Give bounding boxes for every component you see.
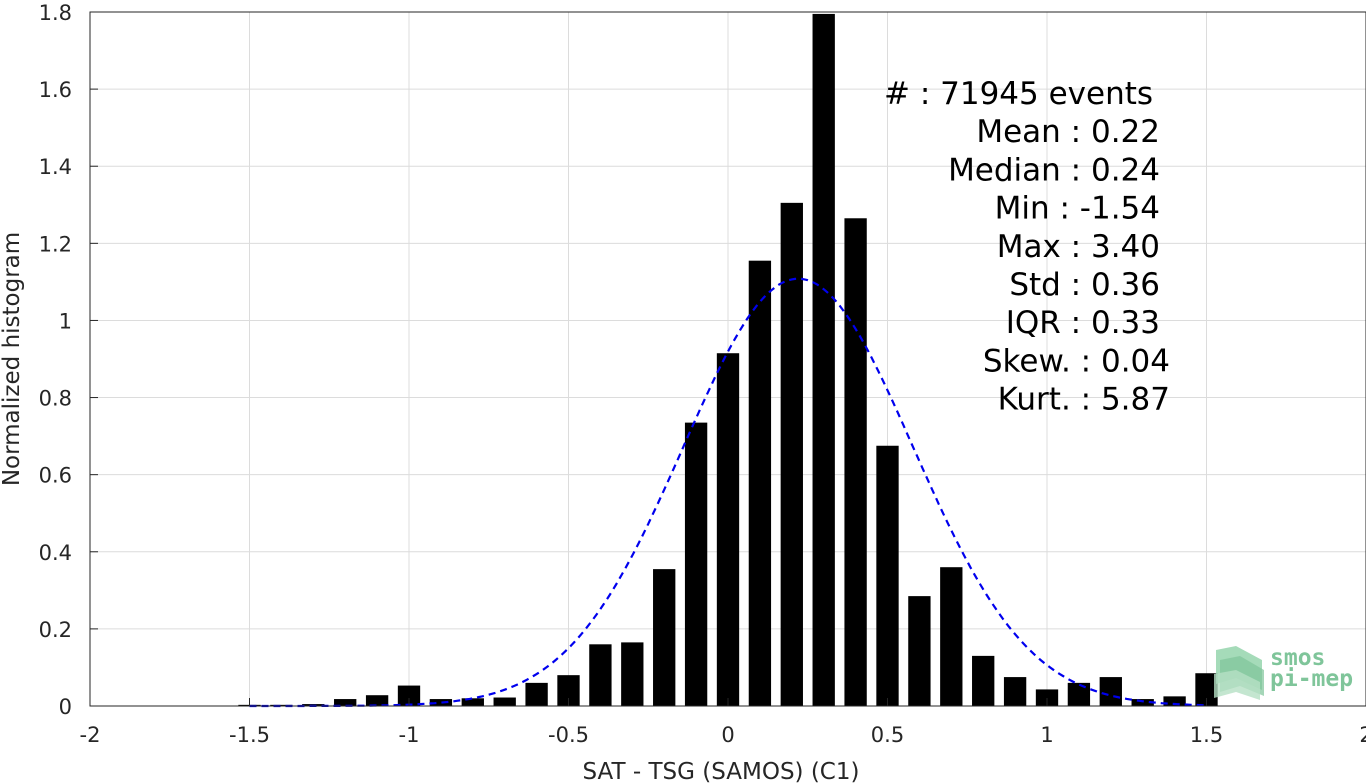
stat-line-2: Median : 0.24: [948, 152, 1160, 188]
x-axis-ticks: -2 -1.5 -1 -0.5 0 0.5 1 1.5 2: [80, 698, 1366, 747]
histogram-bar-27: [1099, 677, 1122, 706]
histogram-bar-11: [589, 644, 612, 706]
histogram-bar-12: [621, 642, 644, 706]
stat-line-5: Std : 0.36: [1009, 267, 1160, 303]
stat-line-3: Min : -1.54: [995, 191, 1160, 227]
smos-pi-mep-logo: smos pi-mep: [1214, 645, 1353, 700]
logo-text-smos: smos: [1270, 645, 1325, 671]
histogram-bar-14: [684, 422, 708, 706]
x-tick-label-6: 1: [1040, 723, 1053, 747]
x-tick-label-0: -2: [80, 723, 101, 747]
x-tick-label-4: 0: [721, 723, 734, 747]
y-tick-label-3: 0.6: [39, 464, 72, 488]
x-tick-label-5: 0.5: [871, 723, 904, 747]
y-tick-label-8: 1.6: [39, 78, 72, 102]
histogram-bar-30: [1195, 673, 1218, 706]
stat-line-8: Kurt. : 5.87: [998, 382, 1170, 418]
y-tick-label-2: 0.4: [39, 541, 72, 565]
histogram-bar-19: [844, 218, 867, 706]
histogram-bar-8: [493, 697, 516, 706]
histogram-bar-18: [812, 13, 835, 706]
y-axis-ticks: 0 0.2 0.4 0.6 0.8 1 1.2 1.4 1.6 1.8: [39, 1, 98, 719]
y-tick-label-6: 1.2: [39, 232, 72, 256]
x-axis-label: SAT - TSG (SAMOS) (C1): [583, 759, 860, 784]
histogram-bars: [238, 13, 1218, 706]
y-axis-label: Normalized histogram: [0, 232, 25, 486]
histogram-bar-5: [397, 685, 421, 706]
histogram-bar-28: [1131, 699, 1154, 706]
histogram-bar-13: [653, 569, 676, 706]
stat-line-7: Skew. : 0.04: [983, 343, 1170, 379]
histogram-bar-22: [940, 567, 963, 706]
logo-text-pi-mep: pi-mep: [1270, 666, 1353, 692]
y-tick-label-4: 0.8: [39, 387, 72, 411]
y-tick-label-5: 1: [59, 309, 72, 333]
histogram-bar-20: [876, 445, 899, 706]
histogram-bar-23: [972, 655, 995, 706]
histogram-bar-25: [1035, 689, 1059, 706]
histogram-bar-4: [365, 695, 389, 706]
histogram-bar-7: [461, 698, 484, 706]
histogram-bar-9: [525, 682, 548, 706]
histogram-bar-15: [716, 353, 740, 706]
stat-line-6: IQR : 0.33: [1006, 305, 1160, 341]
stat-line-0: # : 71945 events: [884, 76, 1153, 112]
logo-waves-icon: [1214, 646, 1264, 700]
histogram-bar-29: [1163, 696, 1186, 706]
histogram-bar-3: [334, 699, 357, 706]
histogram-bar-26: [1067, 682, 1091, 706]
stat-line-1: Mean : 0.22: [976, 114, 1160, 150]
histogram-bar-1: [270, 704, 293, 706]
x-tick-label-8: 2: [1359, 723, 1366, 747]
histogram-bar-24: [1003, 677, 1027, 706]
y-tick-label-9: 1.8: [39, 1, 72, 25]
histogram-bar-10: [557, 675, 580, 706]
x-tick-label-1: -1.5: [229, 723, 270, 747]
histogram-bar-17: [780, 202, 803, 706]
y-tick-label-0: 0: [59, 695, 72, 719]
stat-line-4: Max : 3.40: [997, 229, 1160, 265]
x-tick-label-2: -1: [399, 723, 420, 747]
histogram-bar-16: [748, 260, 772, 706]
y-tick-label-7: 1.4: [39, 155, 72, 179]
histogram-bar-21: [908, 596, 931, 706]
x-tick-label-3: -0.5: [548, 723, 589, 747]
x-tick-label-7: 1.5: [1190, 723, 1223, 747]
histogram-bar-6: [429, 699, 453, 706]
y-tick-label-1: 0.2: [39, 618, 72, 642]
